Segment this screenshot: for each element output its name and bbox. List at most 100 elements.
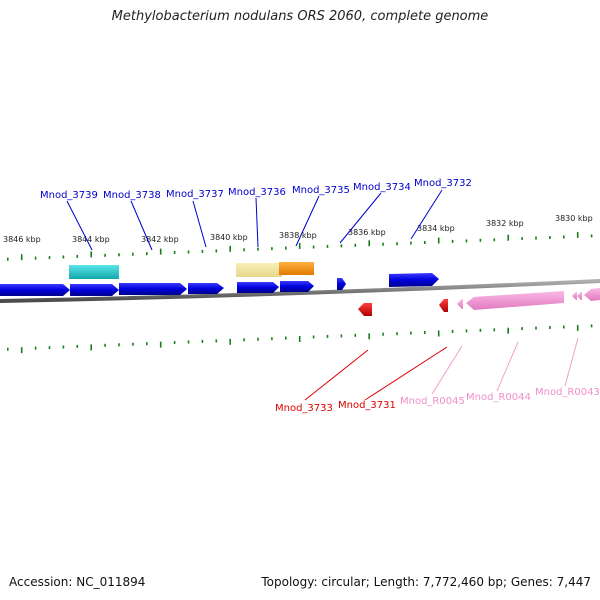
rna-arrow-small-b[interactable] [577,292,582,300]
genome-summary: Topology: circular; Length: 7,772,460 bp… [261,575,591,589]
scale-tick [563,325,565,329]
gene-label-mnod-3736[interactable]: Mnod_3736 [228,187,286,198]
gene-label-mnod-r0045[interactable]: Mnod_R0045 [400,396,465,407]
scale-tick [173,341,176,344]
gene-labels-top: Mnod_3739 Mnod_3738 Mnod_3737 Mnod_3736 … [40,178,472,201]
gene-arrow-mnod-3734[interactable] [280,281,314,292]
map-title: Methylobacterium nodulans ORS 2060, comp… [111,9,489,24]
scale-tick [118,343,120,347]
gene-arrow-mnod-3735[interactable] [237,282,279,293]
scale-label: 3834 kbp [417,224,455,233]
pale-feature-block[interactable] [236,263,282,277]
scale-tick [173,251,176,254]
scale-tick [451,329,454,333]
orange-feature-block[interactable] [279,262,314,275]
scale-tick [465,239,468,243]
scale-tick [590,234,593,238]
scale-tick [382,242,384,246]
scale-tick [493,238,496,242]
scale-tick [479,238,482,242]
scale-tick [285,246,287,250]
gene-label-mnod-3733[interactable]: Mnod_3733 [275,403,333,414]
scale-tick [312,335,315,339]
scale-tick [20,254,23,261]
lower-scale-track [7,324,593,354]
gene-leader-lines [66,189,579,401]
scale-tick [507,234,509,241]
gene-arrow-mnod-3733[interactable] [358,303,372,316]
scale-tick [257,247,259,251]
scale-label: 3830 kbp [555,214,593,223]
scale-tick [590,324,593,328]
scale-tick [215,249,218,253]
gene-label-mnod-3734[interactable]: Mnod_3734 [353,182,411,193]
scale-tick [229,245,231,252]
scale-tick [146,252,148,256]
gene-labels-bottom: Mnod_3733 Mnod_3731 Mnod_R0045 Mnod_R004… [275,387,600,414]
scale-tick [146,342,148,346]
scale-tick [326,334,329,338]
scale-tick [465,329,468,333]
scale-tick [271,247,273,251]
gene-arrow-mnod-3739[interactable] [0,284,70,296]
gene-arrow-mnod-3738[interactable] [70,284,119,296]
scale-tick [7,347,9,351]
gene-label-mnod-r0044[interactable]: Mnod_R0044 [466,392,531,403]
gene-arrow-mnod-3732[interactable] [389,273,439,287]
scale-tick [62,255,65,259]
scale-tick [298,243,301,249]
scale-tick [104,253,106,257]
gene-arrow-small-forward[interactable] [337,278,346,290]
scale-tick [479,328,482,332]
gene-arrow-mnod-3731[interactable] [439,299,448,312]
gene-arrow-mnod-3736[interactable] [188,283,224,294]
scale-tick [76,254,79,258]
scale-tick [159,248,162,255]
scale-label: 3840 kbp [210,233,248,242]
scale-tick [34,256,37,260]
scale-tick [48,256,51,260]
cyan-feature-block[interactable] [69,265,119,279]
scale-tick [410,241,412,245]
gene-label-mnod-3738[interactable]: Mnod_3738 [103,190,161,201]
scale-label: 3844 kbp [72,235,110,244]
scale-tick [368,240,370,247]
gene-label-mnod-3735[interactable]: Mnod_3735 [292,185,350,196]
gene-label-mnod-3731[interactable]: Mnod_3731 [338,400,396,411]
scale-label: 3832 kbp [486,219,524,228]
scale-tick [354,243,357,247]
rna-arrow-mnod-r0045[interactable] [457,299,463,309]
scale-tick [424,241,426,244]
rna-arrow-mnod-r0043[interactable] [584,288,600,301]
scale-tick [396,242,398,246]
scale-tick [48,346,51,350]
rna-arrow-mnod-r0044[interactable] [466,291,564,310]
scale-label: 3842 kbp [141,235,179,244]
gene-label-mnod-3739[interactable]: Mnod_3739 [40,190,98,201]
genome-backbone-track [0,279,600,303]
scale-label: 3838 kbp [279,231,317,240]
scale-tick [298,336,301,342]
gene-label-mnod-3737[interactable]: Mnod_3737 [166,189,224,200]
scale-tick [576,324,579,331]
scale-tick [62,345,65,349]
gene-features [0,262,600,316]
scale-tick [521,327,523,331]
gene-label-mnod-3732[interactable]: Mnod_3732 [414,178,472,189]
scale-tick [229,338,231,345]
scale-tick [187,340,190,344]
scale-tick [243,338,245,342]
scale-label: 3836 kbp [348,228,386,237]
rna-arrow-small-a[interactable] [572,292,577,300]
scale-tick [285,336,287,340]
scale-tick [535,236,537,240]
scale-tick [132,342,134,346]
scale-tick [159,341,162,348]
scale-tick [271,337,273,341]
gene-label-mnod-r0043[interactable]: Mnod_R0043 [535,387,600,398]
gene-arrow-mnod-3737[interactable] [119,283,187,295]
scale-tick [368,333,370,340]
scale-tick [549,236,551,239]
scale-tick [382,332,384,336]
